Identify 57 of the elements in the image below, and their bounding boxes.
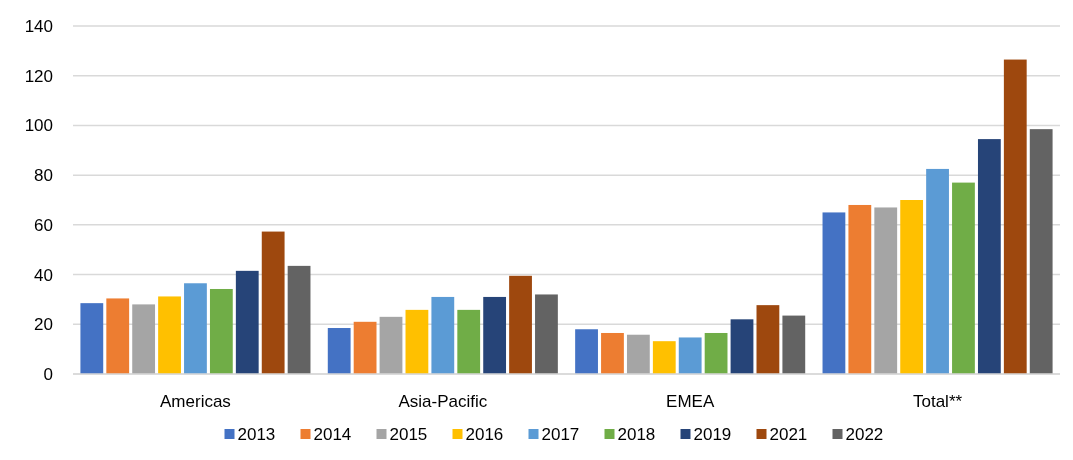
bar <box>601 332 624 374</box>
legend-label: 2017 <box>541 424 580 444</box>
bar <box>678 337 702 374</box>
bar <box>132 304 156 374</box>
bar <box>730 319 754 374</box>
legend-label: 2021 <box>769 424 808 444</box>
bar <box>431 296 455 374</box>
bar <box>158 296 181 374</box>
bar <box>575 329 598 374</box>
x-tick-label: EMEA <box>666 392 715 411</box>
bar <box>327 328 351 374</box>
bar <box>379 316 403 374</box>
y-tick-label: 80 <box>34 166 53 186</box>
y-tick-label: 0 <box>43 364 53 384</box>
y-tick-label: 40 <box>34 265 53 285</box>
x-tick-label: Asia-Pacific <box>398 392 488 411</box>
bar <box>874 207 898 374</box>
legend-label: 2015 <box>389 424 428 444</box>
y-tick-label: 100 <box>24 116 53 136</box>
legend-label: 2014 <box>313 424 352 444</box>
bar <box>261 231 285 374</box>
bar <box>483 296 507 374</box>
bar <box>209 288 233 374</box>
bar <box>756 305 780 374</box>
legend-label: 2022 <box>845 424 884 444</box>
y-tick-label: 120 <box>24 66 53 86</box>
bar <box>106 298 130 374</box>
legend-label: 2018 <box>617 424 656 444</box>
bar <box>1003 59 1027 374</box>
bar <box>822 212 846 374</box>
y-tick-label: 20 <box>34 315 53 335</box>
bar <box>287 265 311 374</box>
bar <box>535 294 558 374</box>
bar <box>353 321 377 374</box>
bar <box>509 275 532 374</box>
legend-label: 2019 <box>693 424 732 444</box>
bar <box>848 204 872 374</box>
x-tick-label: Total** <box>912 392 963 411</box>
legend-label: 2013 <box>237 424 276 444</box>
y-tick-label: 140 <box>24 16 53 36</box>
bar <box>1029 129 1053 374</box>
legend-label: 2016 <box>465 424 504 444</box>
bar <box>626 334 650 374</box>
bar <box>184 283 207 374</box>
bar <box>235 270 259 374</box>
bar <box>926 168 949 374</box>
x-tick-label: Americas <box>160 392 231 411</box>
bar <box>952 182 975 374</box>
bar <box>80 303 104 374</box>
bar <box>900 200 924 374</box>
bar <box>977 139 1001 374</box>
y-tick-label: 60 <box>34 215 53 235</box>
bar <box>457 309 481 374</box>
bar <box>704 332 728 374</box>
bar <box>782 315 806 374</box>
bar <box>652 341 676 374</box>
bar <box>405 309 429 374</box>
